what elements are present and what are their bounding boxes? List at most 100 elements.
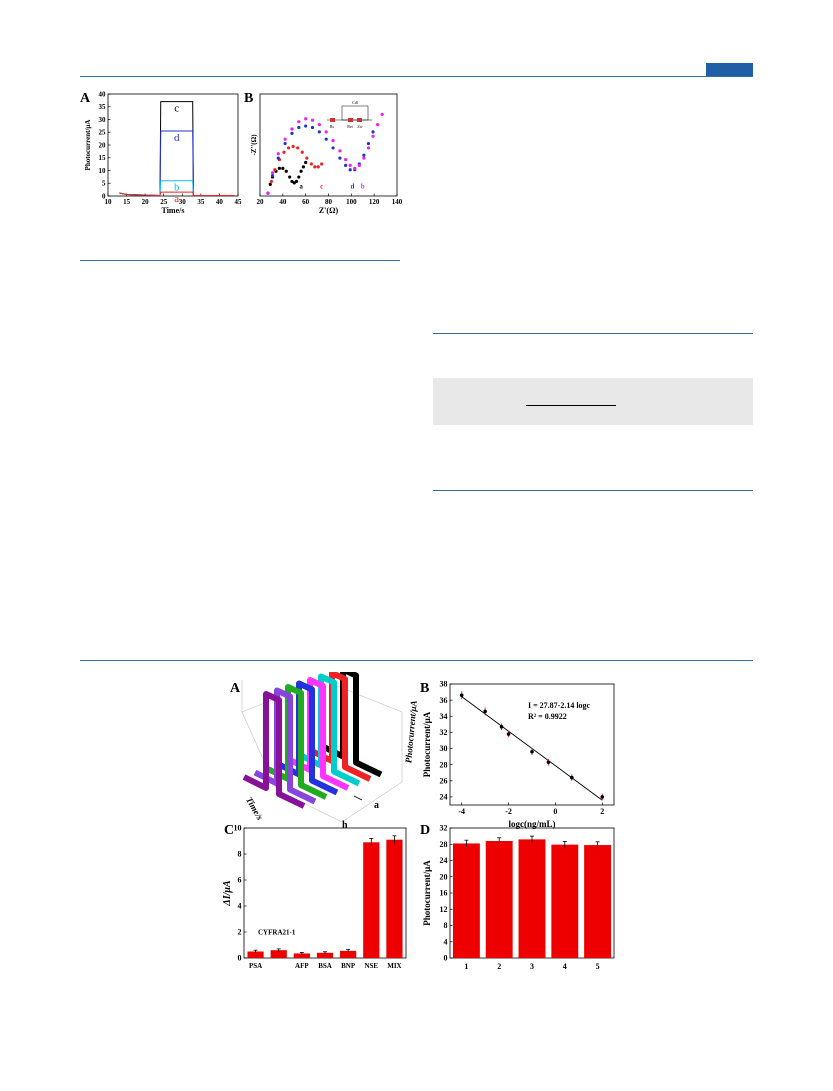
top-figure-a: A 10 15 20 25 30 35 40 45 0 5 10 15 20 25 30 35 40 Time/s…: [80, 90, 242, 215]
waterfall-trace-3: [286, 677, 350, 791]
data-point-b: [310, 118, 315, 122]
y-tick-label: 30: [440, 744, 448, 753]
bar-4: [584, 845, 612, 958]
y-tick-label: 8: [444, 921, 448, 930]
x-tick-label: 80: [325, 198, 333, 206]
data-point: [546, 760, 551, 765]
data-point: [570, 775, 574, 780]
x-tick-label: 40: [279, 198, 287, 206]
panel-letter: A: [80, 91, 91, 106]
x-axis-label: Time/s: [162, 206, 185, 215]
x-tick-label: 15: [123, 198, 131, 206]
x-axis-label: logc(ng/mL): [509, 819, 556, 829]
figure-caption-rule: [80, 260, 400, 261]
bar-3: [316, 952, 334, 958]
data-point-d: [310, 125, 315, 130]
series-label-a: a: [374, 800, 379, 811]
data-point-c: [286, 146, 291, 150]
y-tick-label: 30: [99, 116, 107, 124]
top-figure-b: B 20 40 60 80 100 120 140 Z'(Ω) -Z''(Ω) a c d b Cdl Rs…: [244, 91, 403, 215]
data-point-a: [297, 175, 301, 179]
data-point-a: [294, 179, 299, 184]
series-label-c: c: [174, 103, 179, 115]
data-point-d: [344, 163, 348, 167]
y-tick-label: 5: [102, 180, 106, 188]
data-point-d: [270, 174, 275, 178]
y-tick-label: 15: [99, 154, 107, 162]
table-header-band: [433, 378, 753, 425]
series-label-a: a: [174, 193, 179, 205]
data-point-b: [317, 123, 321, 127]
category-label: PSA: [249, 962, 262, 970]
data-point-b: [353, 166, 357, 170]
y-tick-label: 28: [440, 760, 448, 769]
data-point-b: [357, 163, 361, 167]
data-point-c: [305, 156, 309, 160]
data-point-c: [313, 165, 317, 169]
series-label-a: a: [299, 183, 303, 191]
data-point-b: [331, 139, 335, 143]
x-tick-label: 40: [216, 198, 224, 206]
data-point-b: [266, 191, 270, 195]
y-tick-label: 20: [99, 141, 107, 149]
resistor-ret: [348, 118, 353, 122]
y-tick-label: 25: [99, 129, 107, 137]
data-point: [530, 749, 534, 754]
series-label-h: h: [342, 820, 348, 831]
circuit-label-zw: Zw: [357, 124, 362, 129]
circuit-label-ret: Ret: [347, 124, 353, 129]
data-point-d: [348, 168, 352, 172]
table-bottom-rule: [433, 490, 753, 491]
y-tick-label: 35: [99, 103, 107, 111]
plot-frame: [259, 93, 398, 197]
waterfall-trace-6: [253, 687, 317, 805]
data-point-d: [324, 137, 328, 141]
waterfall-trace-4: [275, 680, 339, 796]
x-tick-label: 35: [197, 198, 205, 206]
y-axis-label: Photocurrent/μA: [422, 860, 432, 926]
panel-letter: B: [420, 681, 429, 696]
circuit-label-cdl: Cdl: [352, 100, 359, 105]
data-point-b: [276, 152, 280, 156]
y-axis-label: ΔI/μA: [222, 880, 233, 907]
series-arrow: [353, 795, 363, 801]
data-point-b: [344, 157, 348, 162]
bar-5: [363, 842, 380, 958]
bar-6: [386, 839, 403, 958]
data-point: [506, 732, 511, 736]
y-tick-label: 32: [440, 824, 448, 833]
y-tick-label: 4: [444, 937, 448, 946]
x-tick-label: 0: [553, 807, 557, 816]
y-tick-label: 4: [238, 902, 242, 911]
data-point-b: [297, 120, 301, 124]
y-tick-label: 10: [234, 824, 242, 833]
y-tick-label: 20: [440, 872, 448, 881]
x-axis-label: Z'(Ω): [319, 206, 339, 215]
data-point-d: [366, 141, 371, 146]
data-point-b: [371, 134, 375, 138]
x-tick-label: 30: [179, 198, 187, 206]
x-tick-label: 120: [369, 198, 380, 206]
box-edge: [341, 781, 403, 823]
data-point-d: [338, 156, 342, 160]
series-label-d: d: [174, 132, 180, 144]
bottom-figure-c: C 0 2 4 6 8 10 ΔI/μA PSA CYFRA21-1 AFP BSA BNP NSE MI…: [222, 823, 407, 970]
bar-3: [551, 844, 579, 958]
y-tick-label: 2: [238, 928, 242, 937]
data-point-c: [309, 162, 313, 166]
data-point-d: [290, 131, 294, 135]
data-point-a: [277, 166, 282, 170]
data-point-d: [297, 125, 301, 130]
y-tick-label: 16: [440, 889, 448, 898]
resistor-rs: [330, 118, 335, 122]
box-edge: [241, 711, 278, 791]
warburg-zw: [357, 118, 362, 122]
category-label: MIX: [387, 962, 401, 970]
bottom-figure-b: B -4 -2 0 2 24 26 28 30 32 34 36 38 logc(ng/mL) Photo…: [420, 680, 615, 829]
category-label: 4: [563, 962, 567, 971]
waterfall-trace-0: [319, 672, 383, 778]
series-label-b: b: [361, 183, 365, 191]
x-tick-label: 20: [257, 198, 265, 206]
y-tick-label: 32: [440, 728, 448, 737]
data-point-b: [290, 127, 294, 131]
